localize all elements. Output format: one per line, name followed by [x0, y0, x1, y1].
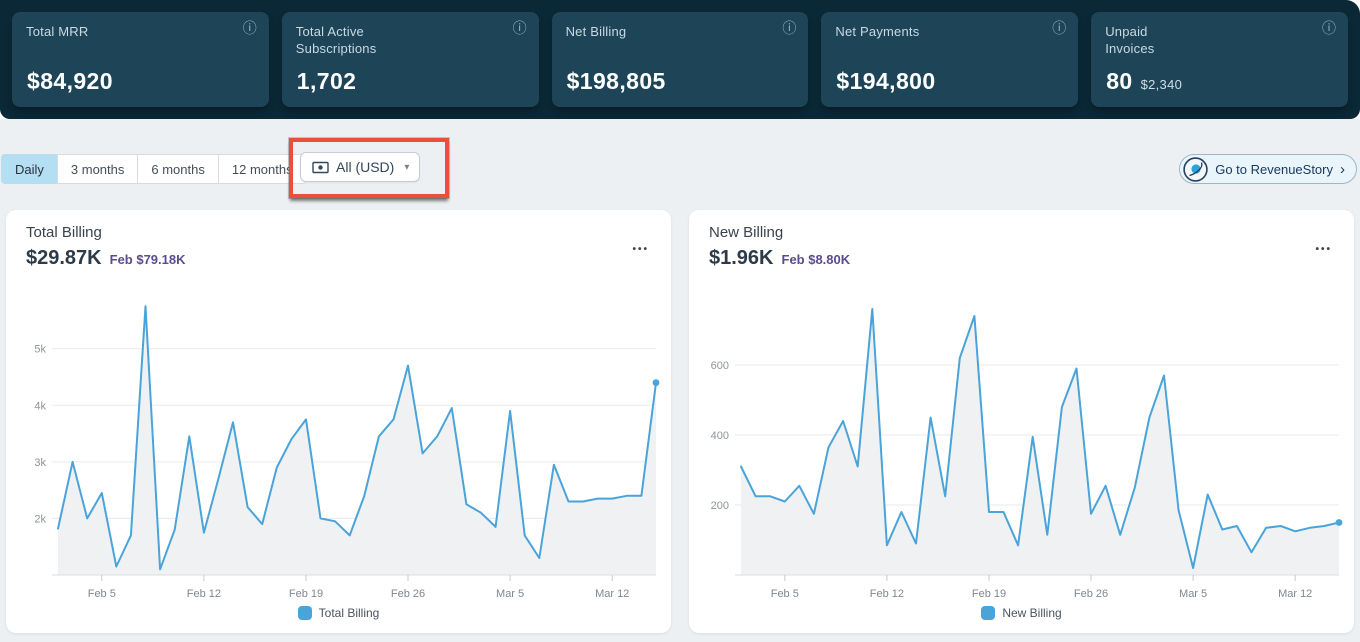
- svg-text:Feb 5: Feb 5: [771, 588, 799, 597]
- period-tabs: Daily 3 months 6 months 12 months: [1, 154, 307, 184]
- info-icon[interactable]: ⓘ: [1052, 21, 1066, 35]
- tab-6-months[interactable]: 6 months: [137, 154, 218, 184]
- svg-text:Feb 12: Feb 12: [187, 588, 221, 597]
- svg-text:Feb 5: Feb 5: [88, 588, 116, 597]
- kpi-value: $198,805: [567, 68, 666, 95]
- total-billing-card: Total Billing $29.87K Feb $79.18K ••• 2k…: [6, 210, 671, 633]
- kpi-card-active-subscriptions: Total Active Subscriptions ⓘ 1,702: [282, 12, 539, 107]
- svg-text:Mar 5: Mar 5: [496, 588, 524, 597]
- chart-period-value: Feb $8.80K: [782, 252, 851, 267]
- info-icon[interactable]: ⓘ: [1322, 21, 1336, 35]
- chart-period-value: Feb $79.18K: [110, 252, 186, 267]
- svg-text:Mar 12: Mar 12: [1278, 588, 1312, 597]
- svg-text:600: 600: [711, 360, 729, 372]
- chart-legend[interactable]: New Billing: [689, 606, 1354, 620]
- revenuestory-logo-icon: [1183, 157, 1208, 182]
- svg-text:5k: 5k: [34, 344, 46, 356]
- chart-title: Total Billing: [26, 224, 651, 241]
- info-icon[interactable]: ⓘ: [513, 21, 527, 35]
- currency-filter-dropdown[interactable]: All (USD) ▾: [300, 152, 420, 182]
- revenuestory-button-label: Go to RevenueStory: [1215, 162, 1333, 177]
- kpi-label: Unpaid Invoices: [1105, 23, 1165, 57]
- svg-text:Feb 12: Feb 12: [870, 588, 904, 597]
- kpi-value: $84,920: [27, 68, 113, 95]
- kpi-card-net-payments: Net Payments ⓘ $194,800: [821, 12, 1078, 107]
- legend-swatch: [981, 606, 995, 620]
- go-to-revenuestory-button[interactable]: Go to RevenueStory ›: [1179, 154, 1357, 184]
- more-options-icon[interactable]: •••: [1315, 244, 1332, 255]
- kpi-card-net-billing: Net Billing ⓘ $198,805: [552, 12, 809, 107]
- legend-swatch: [298, 606, 312, 620]
- svg-text:200: 200: [711, 500, 729, 512]
- filter-toolbar: Daily 3 months 6 months 12 months All (U…: [0, 119, 1360, 210]
- kpi-value: 1,702: [297, 68, 357, 95]
- tab-daily[interactable]: Daily: [1, 154, 58, 184]
- total-billing-line-chart: 2k 3k 4k 5k Feb 5 Feb 12 Feb 19 Feb 26 Mar 5 Mar …: [14, 287, 662, 597]
- chart-current-value: $29.87K: [26, 247, 102, 270]
- legend-label: New Billing: [1002, 606, 1061, 620]
- svg-text:2k: 2k: [34, 513, 46, 525]
- banknote-icon: [312, 161, 329, 174]
- svg-text:Feb 26: Feb 26: [391, 588, 425, 597]
- kpi-sub-value: $2,340: [1141, 77, 1183, 92]
- kpi-card-unpaid-invoices: Unpaid Invoices ⓘ 80 $2,340: [1091, 12, 1348, 107]
- more-options-icon[interactable]: •••: [632, 244, 649, 255]
- chevron-down-icon: ▾: [404, 162, 409, 173]
- chart-title: New Billing: [709, 224, 1334, 241]
- svg-text:3k: 3k: [34, 457, 46, 469]
- chart-legend[interactable]: Total Billing: [6, 606, 671, 620]
- tab-3-months[interactable]: 3 months: [57, 154, 138, 184]
- currency-filter-label: All (USD): [336, 159, 394, 175]
- svg-text:400: 400: [711, 430, 729, 442]
- info-icon[interactable]: ⓘ: [782, 21, 796, 35]
- kpi-value: 80: [1106, 68, 1132, 95]
- kpi-label: Total MRR: [26, 23, 255, 40]
- kpi-card-row: Total MRR ⓘ $84,920 Total Active Subscri…: [12, 12, 1348, 107]
- svg-text:Mar 12: Mar 12: [595, 588, 629, 597]
- svg-text:Feb 19: Feb 19: [972, 588, 1006, 597]
- legend-label: Total Billing: [319, 606, 380, 620]
- new-billing-card: New Billing $1.96K Feb $8.80K ••• 200 400…: [689, 210, 1354, 633]
- kpi-label: Net Payments: [835, 23, 1064, 40]
- svg-text:Mar 5: Mar 5: [1179, 588, 1207, 597]
- kpi-value: $194,800: [836, 68, 935, 95]
- tab-12-months[interactable]: 12 months: [218, 154, 307, 184]
- kpi-label: Net Billing: [566, 23, 795, 40]
- kpi-band-wrap: Total MRR ⓘ $84,920 Total Active Subscri…: [0, 0, 1360, 119]
- chart-current-value: $1.96K: [709, 247, 774, 270]
- svg-text:4k: 4k: [34, 400, 46, 412]
- svg-text:Feb 19: Feb 19: [289, 588, 323, 597]
- kpi-card-total-mrr: Total MRR ⓘ $84,920: [12, 12, 269, 107]
- kpi-label: Total Active Subscriptions: [296, 23, 414, 57]
- svg-text:Feb 26: Feb 26: [1074, 588, 1108, 597]
- chart-cards-row: Total Billing $29.87K Feb $79.18K ••• 2k…: [0, 210, 1360, 633]
- info-icon[interactable]: ⓘ: [243, 21, 257, 35]
- kpi-band: Total MRR ⓘ $84,920 Total Active Subscri…: [0, 0, 1360, 119]
- new-billing-line-chart: 200 400 600 Feb 5 Feb 12 Feb 19 Feb 26 Mar 5 Mar…: [697, 287, 1345, 597]
- chevron-right-icon: ›: [1340, 162, 1345, 177]
